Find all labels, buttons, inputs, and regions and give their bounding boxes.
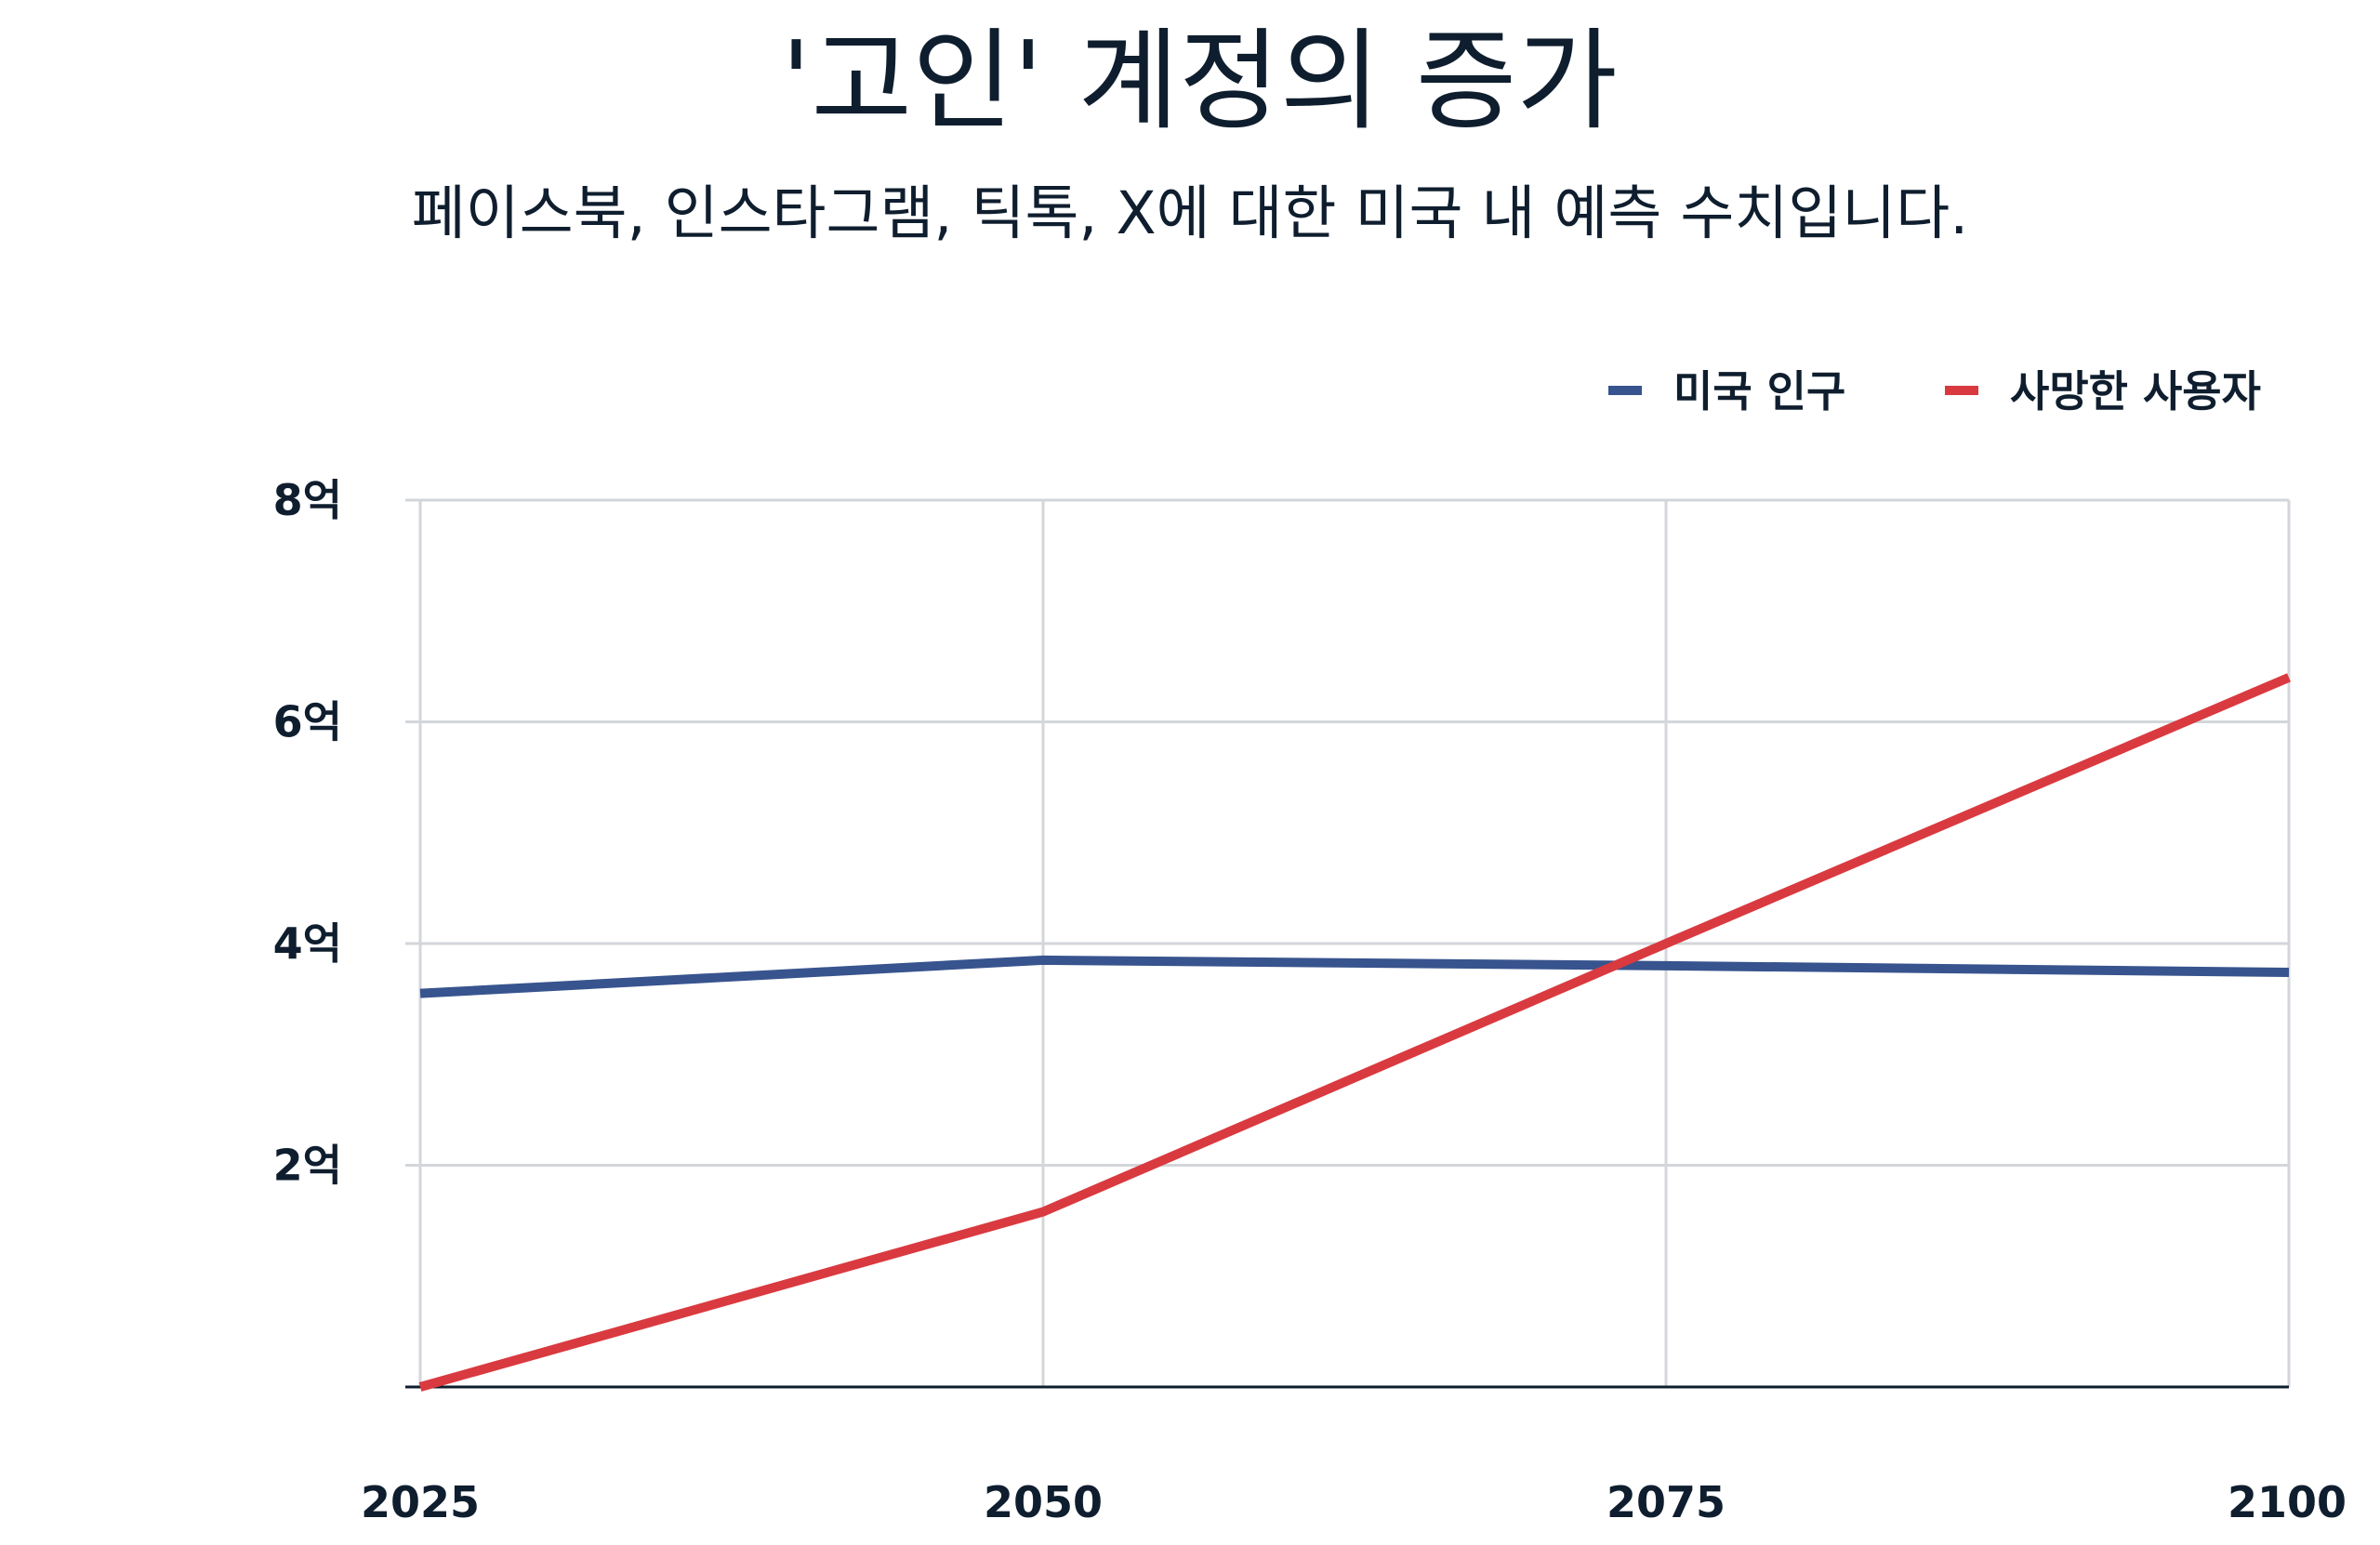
y-tick-label: 2억 [273,1141,342,1191]
chart-subtitle: 페이스북, 인스타그램, 틱톡, X에 대한 미국 내 예측 수치입니다. [411,179,1969,247]
series-lines [418,673,2291,1392]
legend-label: 미국 인구 [1673,366,1845,416]
x-tick-label: 2025 [361,1477,480,1527]
series-line-0 [419,955,2290,998]
grid-lines [405,498,2291,1387]
legend-label: 사망한 사용자 [2010,366,2261,416]
y-tick-label: 6억 [273,697,342,747]
x-tick-label: 2100 [2228,1477,2347,1527]
x-tick-label: 2050 [984,1477,1103,1527]
series-line-1 [418,673,2291,1392]
y-tick-label: 8억 [273,475,342,525]
x-tick-label: 2075 [1606,1477,1726,1527]
tick-labels: 2억 4억 6억 8억 2025 2050 2075 2100 [273,475,2347,1527]
y-tick-label: 4억 [273,918,342,969]
chart-title: '고인' 계정의 증가 [781,17,1618,145]
legend: 미국 인구 사망한 사용자 [1608,366,2261,416]
